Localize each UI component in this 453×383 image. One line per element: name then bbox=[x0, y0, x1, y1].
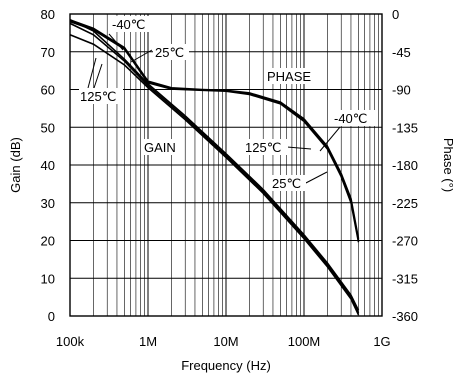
pointer-gain-125a bbox=[87, 57, 97, 89]
y-right-tick-label: -135 bbox=[392, 120, 418, 135]
label-phase-bg bbox=[265, 68, 325, 84]
y-right-tick-label: -360 bbox=[392, 309, 418, 324]
phase-curve-3 bbox=[69, 19, 360, 239]
label-gain-25-bg bbox=[153, 44, 189, 60]
gain-curve-2 bbox=[69, 34, 360, 316]
label-phase-25-bg bbox=[270, 175, 306, 191]
pointer-gain-25 bbox=[130, 49, 153, 63]
y-left-tick-label: 0 bbox=[48, 309, 55, 324]
pointer-gain-125b bbox=[93, 63, 103, 89]
x-tick-label: 1M bbox=[139, 334, 157, 349]
label-gain-25: 25℃ bbox=[155, 45, 184, 60]
x-tick-label: 10M bbox=[213, 334, 238, 349]
label-phase-125: 125℃ bbox=[245, 140, 281, 155]
gain-curve-1 bbox=[69, 22, 360, 314]
y-axis-title-left: Gain (dB) bbox=[8, 137, 23, 193]
label-phase-m40-bg bbox=[333, 110, 375, 126]
y-left-tick-label: 20 bbox=[41, 234, 55, 249]
phase-curve-5 bbox=[69, 20, 360, 243]
label-gain-125-bg bbox=[79, 88, 123, 104]
y-left-tick-label: 80 bbox=[41, 7, 55, 22]
y-left-tick-label: 10 bbox=[41, 271, 55, 286]
pointer-phase-m40 bbox=[319, 126, 341, 152]
y-right-tick-label: -270 bbox=[392, 234, 418, 249]
pointer-gain-m40 bbox=[108, 33, 124, 51]
y-right-tick-label: 0 bbox=[392, 7, 399, 22]
y-left-tick-label: 70 bbox=[41, 45, 55, 60]
series-layer bbox=[69, 18, 360, 316]
y-left-tick-label: 40 bbox=[41, 158, 55, 173]
y-right-tick-label: -225 bbox=[392, 196, 418, 211]
label-gain: GAIN bbox=[144, 140, 176, 155]
label-gain-m40: -40℃ bbox=[112, 17, 145, 32]
label-phase-25: 25℃ bbox=[272, 176, 301, 191]
x-tick-label: 100M bbox=[288, 334, 321, 349]
label-gain-bg bbox=[141, 139, 183, 155]
pointer-phase-125 bbox=[286, 146, 312, 150]
label-phase-125-bg bbox=[244, 139, 288, 155]
label-gain-125: 125℃ bbox=[80, 89, 116, 104]
annotation-layer: -40℃ 25℃ 125℃ GAIN PHASE -40℃ 125℃ 25℃ bbox=[79, 16, 375, 191]
tick-labels: 100k 1M 10M 100M 1G 0 10 20 30 40 50 60 70 80 0 -45 -90 -… bbox=[41, 7, 419, 349]
y-left-tick-label: 50 bbox=[41, 120, 55, 135]
label-phase: PHASE bbox=[267, 69, 311, 84]
x-tick-label: 100k bbox=[56, 334, 85, 349]
y-right-tick-label: -90 bbox=[392, 83, 411, 98]
y-right-tick-label: -45 bbox=[392, 45, 411, 60]
y-right-tick-label: -315 bbox=[392, 271, 418, 286]
phase-curve-4 bbox=[69, 19, 360, 241]
y-right-tick-label: -180 bbox=[392, 158, 418, 173]
y-axis-title-right: Phase (°) bbox=[441, 138, 453, 192]
y-left-tick-label: 30 bbox=[41, 196, 55, 211]
x-axis-title: Frequency (Hz) bbox=[181, 358, 271, 373]
y-left-tick-label: 60 bbox=[41, 83, 55, 98]
x-tick-label: 1G bbox=[373, 334, 390, 349]
plot-frame bbox=[69, 13, 383, 317]
pointer-phase-25 bbox=[301, 171, 328, 186]
label-phase-m40: -40℃ bbox=[334, 111, 367, 126]
label-gain-m40-bg bbox=[113, 16, 157, 32]
gain-curve-0 bbox=[69, 18, 360, 311]
